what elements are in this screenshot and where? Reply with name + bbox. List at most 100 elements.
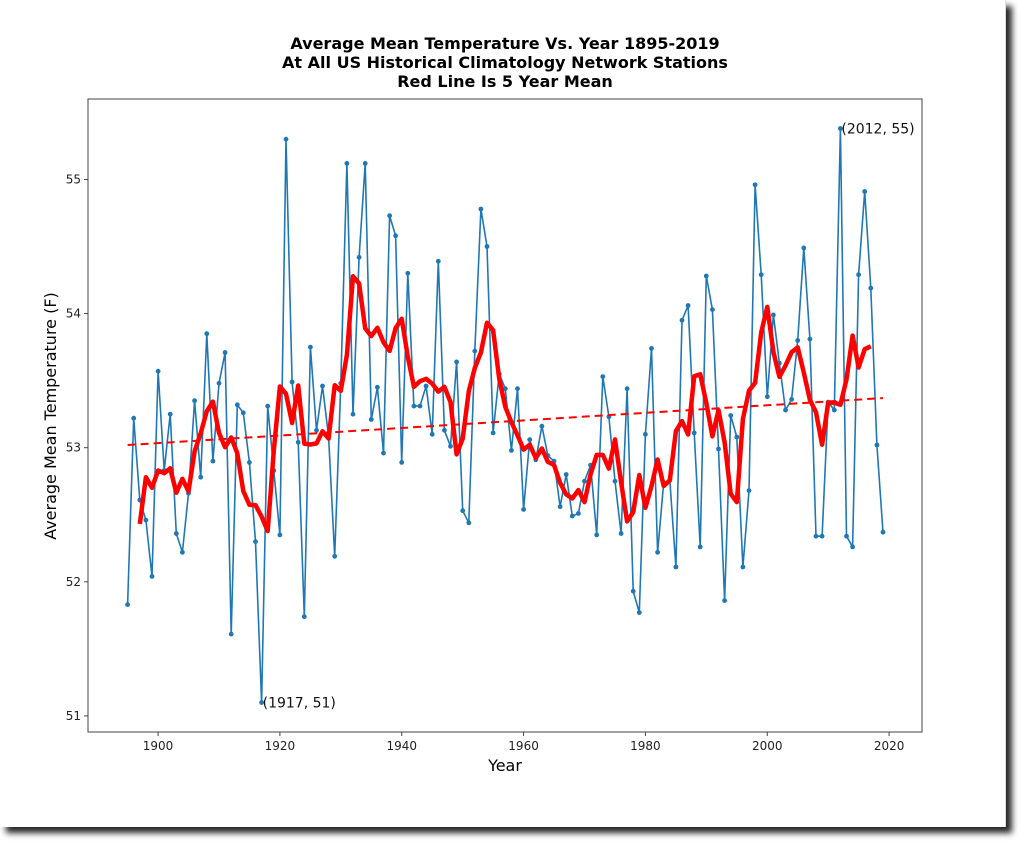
data-point-1896 bbox=[131, 415, 137, 421]
x-tick-label-1900: 1900 bbox=[143, 739, 174, 753]
trend-line bbox=[127, 397, 884, 447]
y-tick-label-54: 54 bbox=[66, 307, 81, 321]
data-point-2018 bbox=[874, 442, 880, 448]
title-line-1: Average Mean Temperature Vs. Year 1895-2… bbox=[290, 34, 719, 53]
data-point-1986 bbox=[679, 317, 685, 323]
data-point-1973 bbox=[600, 374, 606, 379]
data-point-1903 bbox=[173, 531, 179, 536]
data-point-1907 bbox=[198, 474, 204, 480]
data-point-1990 bbox=[703, 273, 709, 279]
data-point-2004 bbox=[789, 397, 794, 402]
data-point-1946 bbox=[435, 258, 441, 264]
data-point-1924 bbox=[301, 614, 307, 620]
five-year-mean-line bbox=[137, 274, 872, 534]
data-point-1914 bbox=[240, 410, 246, 416]
data-point-1951 bbox=[466, 520, 472, 526]
data-point-1970 bbox=[582, 478, 587, 484]
data-point-2009 bbox=[819, 533, 825, 539]
x-tick-label-2020: 2020 bbox=[874, 739, 905, 753]
data-point-1931 bbox=[344, 161, 350, 166]
data-point-1960 bbox=[521, 507, 526, 512]
data-point-1972 bbox=[594, 532, 600, 538]
data-point-1949 bbox=[454, 359, 459, 365]
data-point-2019 bbox=[880, 529, 886, 535]
data-point-1987 bbox=[685, 303, 691, 308]
data-point-1898 bbox=[143, 517, 149, 523]
data-point-2001 bbox=[771, 312, 776, 318]
data-point-1911 bbox=[222, 350, 228, 355]
data-point-1940 bbox=[399, 460, 405, 465]
data-point-1921 bbox=[283, 136, 289, 142]
data-point-2016 bbox=[862, 189, 868, 194]
title-line-2: At All US Historical Climatology Network… bbox=[282, 53, 728, 72]
data-point-1915 bbox=[247, 460, 252, 465]
data-point-1920 bbox=[277, 532, 283, 538]
data-point-1953 bbox=[478, 206, 484, 212]
data-point-1945 bbox=[429, 431, 435, 437]
data-point-1968 bbox=[569, 513, 575, 519]
data-point-1937 bbox=[381, 450, 386, 456]
data-point-1906 bbox=[192, 398, 198, 404]
data-point-1939 bbox=[393, 233, 398, 239]
data-point-1999 bbox=[758, 272, 764, 278]
figure-frame bbox=[1005, 0, 1006, 827]
data-point-2015 bbox=[856, 272, 861, 278]
data-point-1975 bbox=[612, 478, 618, 484]
title-line-3: Red Line Is 5 Year Mean bbox=[397, 72, 613, 91]
x-tick-label-2000: 2000 bbox=[752, 739, 783, 753]
data-point-1980 bbox=[643, 431, 648, 437]
data-point-1899 bbox=[149, 574, 155, 579]
data-point-1998 bbox=[752, 182, 758, 188]
annual-series-line bbox=[126, 128, 884, 703]
data-point-1978 bbox=[630, 588, 636, 594]
data-point-1954 bbox=[484, 244, 490, 249]
data-point-1997 bbox=[746, 488, 752, 493]
data-point-2012 bbox=[838, 126, 843, 131]
data-point-1943 bbox=[417, 403, 423, 409]
data-point-1908 bbox=[204, 331, 210, 337]
annotation-2: (2012, 55) bbox=[841, 122, 914, 138]
data-point-1950 bbox=[460, 508, 466, 514]
data-point-1992 bbox=[716, 446, 721, 452]
data-point-1900 bbox=[155, 368, 161, 374]
data-point-1922 bbox=[289, 379, 295, 385]
data-point-1934 bbox=[362, 161, 368, 166]
data-point-1912 bbox=[228, 631, 234, 637]
y-axis-ticks: 51 52 53 54 55 bbox=[66, 172, 88, 723]
data-point-2000 bbox=[764, 394, 770, 400]
data-point-2005 bbox=[795, 338, 801, 343]
data-point-1916 bbox=[253, 539, 258, 544]
data-point-1952 bbox=[472, 348, 478, 354]
data-point-1996 bbox=[740, 564, 746, 570]
data-point-1947 bbox=[442, 427, 447, 433]
data-point-1909 bbox=[210, 458, 216, 464]
data-point-1961 bbox=[527, 437, 533, 442]
plot-border bbox=[87, 98, 923, 733]
data-point-1985 bbox=[673, 564, 679, 570]
data-point-1948 bbox=[448, 443, 453, 449]
data-point-2017 bbox=[868, 285, 874, 291]
data-point-1967 bbox=[563, 472, 569, 477]
data-point-1926 bbox=[314, 427, 319, 433]
data-point-1995 bbox=[734, 434, 740, 440]
data-point-1959 bbox=[515, 386, 520, 392]
data-point-1977 bbox=[624, 386, 630, 392]
data-point-2006 bbox=[801, 245, 807, 251]
y-tick-label-52: 52 bbox=[66, 575, 81, 589]
data-point-1957 bbox=[502, 386, 508, 392]
data-point-2003 bbox=[783, 407, 788, 413]
y-tick-label-53: 53 bbox=[66, 441, 81, 455]
data-point-1966 bbox=[557, 504, 563, 510]
data-point-2014 bbox=[850, 544, 855, 550]
data-point-1927 bbox=[320, 383, 325, 389]
data-point-1982 bbox=[655, 549, 660, 555]
data-point-1936 bbox=[375, 384, 380, 390]
x-axis-ticks: 1900 1920 1940 1960 1980 2000 2020 bbox=[143, 732, 905, 753]
data-point-1993 bbox=[722, 598, 727, 603]
data-point-1963 bbox=[539, 423, 545, 429]
data-point-1929 bbox=[332, 553, 338, 559]
y-tick-label-55: 55 bbox=[66, 172, 81, 186]
data-point-1925 bbox=[308, 344, 313, 350]
data-point-1935 bbox=[368, 417, 374, 422]
